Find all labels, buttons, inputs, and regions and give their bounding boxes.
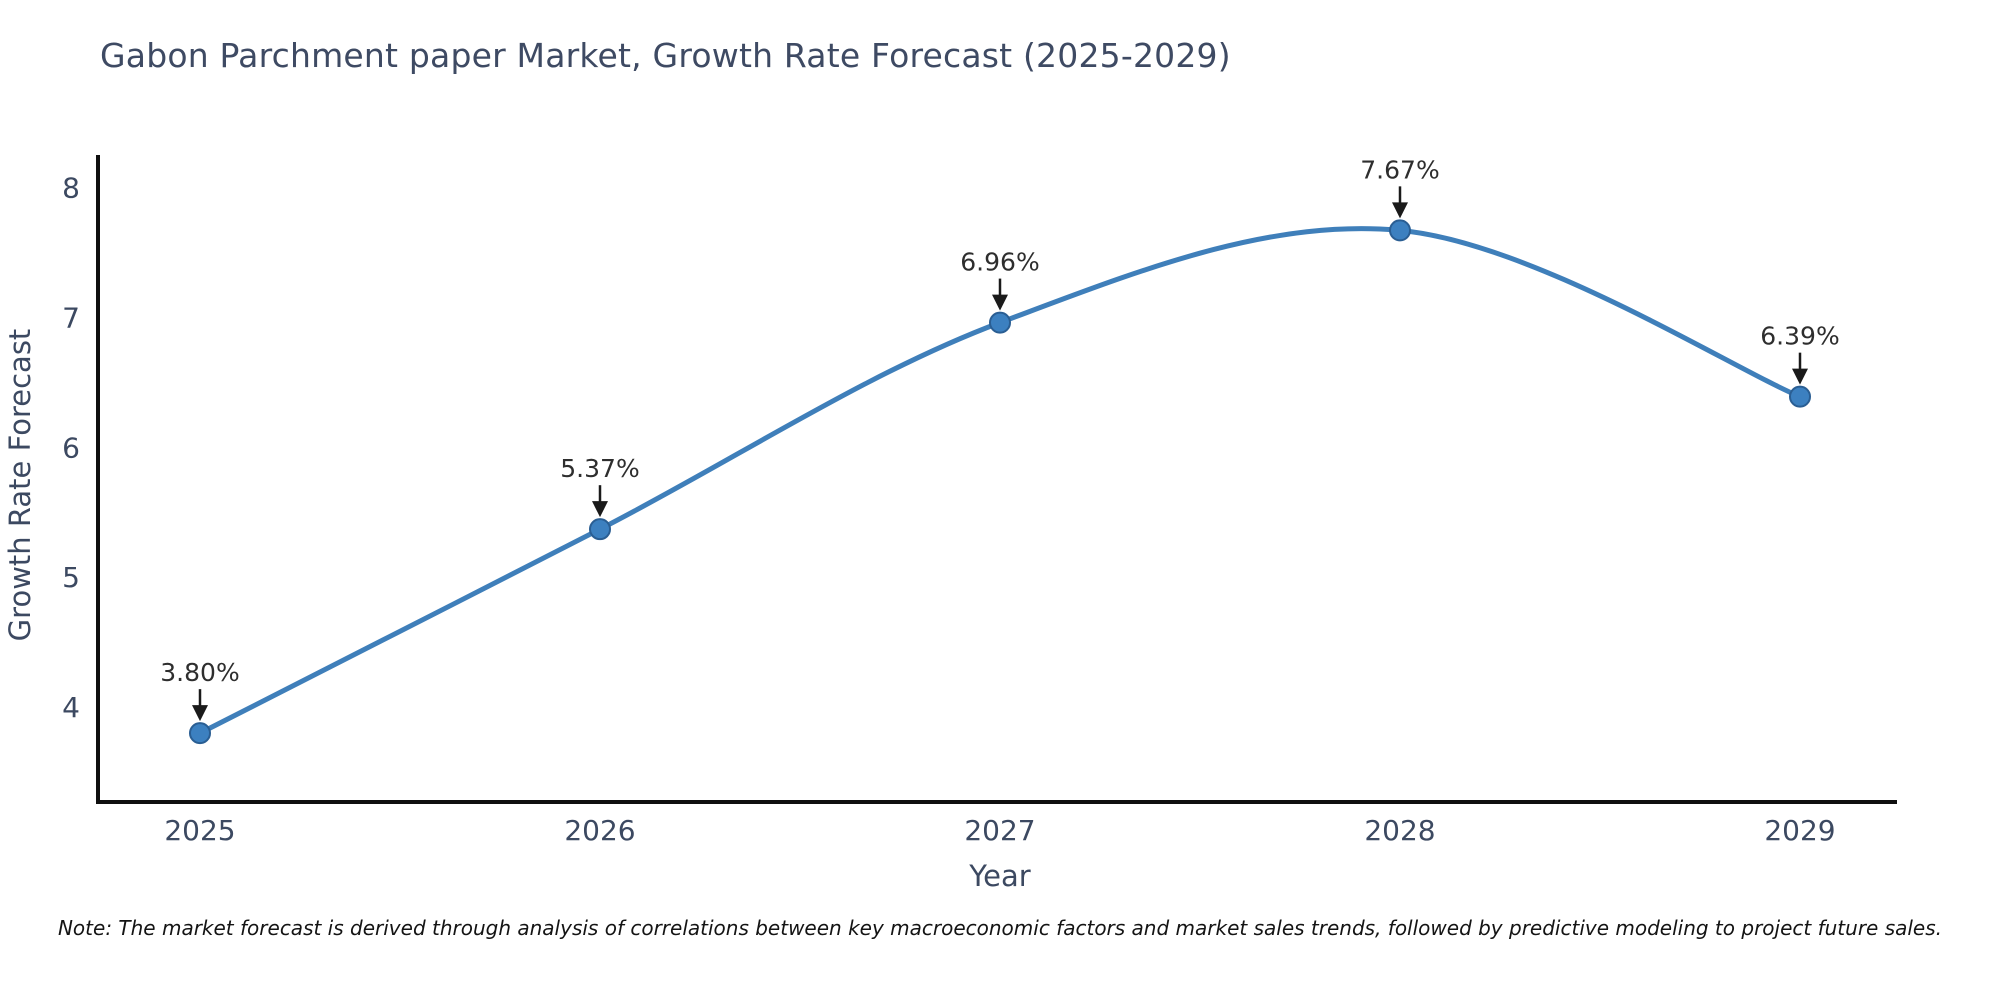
x-tick-label: 2025	[164, 814, 235, 847]
annotation-arrowhead	[992, 294, 1008, 311]
y-tick-label: 7	[62, 301, 80, 334]
annotation-arrowhead	[192, 705, 208, 722]
chart-title: Gabon Parchment paper Market, Growth Rat…	[100, 36, 1231, 75]
y-axis-label: Growth Rate Forecast	[3, 329, 37, 642]
point-annotation: 6.39%	[1760, 322, 1839, 351]
x-tick-label: 2026	[564, 814, 635, 847]
point-annotation: 6.96%	[960, 248, 1039, 277]
x-tick-label: 2028	[1364, 814, 1435, 847]
annotation-arrowhead	[1792, 368, 1808, 385]
y-tick-label: 6	[62, 431, 80, 464]
y-tick-label: 5	[62, 561, 80, 594]
footnote: Note: The market forecast is derived thr…	[57, 916, 1943, 940]
data-point-marker	[989, 311, 1011, 334]
annotation-arrowhead	[592, 501, 608, 518]
data-point-marker	[589, 518, 611, 541]
y-tick-label: 4	[62, 691, 80, 724]
annotation-arrowhead	[1392, 202, 1408, 219]
data-point-marker	[1789, 385, 1811, 408]
x-axis-label: Year	[968, 859, 1030, 893]
point-annotation: 3.80%	[160, 658, 239, 687]
point-annotation: 5.37%	[560, 454, 639, 483]
x-tick-label: 2029	[1764, 814, 1835, 847]
point-annotation: 7.67%	[1360, 155, 1439, 184]
y-tick-label: 8	[62, 171, 80, 204]
x-tick-label: 2027	[964, 814, 1035, 847]
data-point-marker	[1389, 219, 1411, 242]
data-point-marker	[189, 722, 211, 745]
